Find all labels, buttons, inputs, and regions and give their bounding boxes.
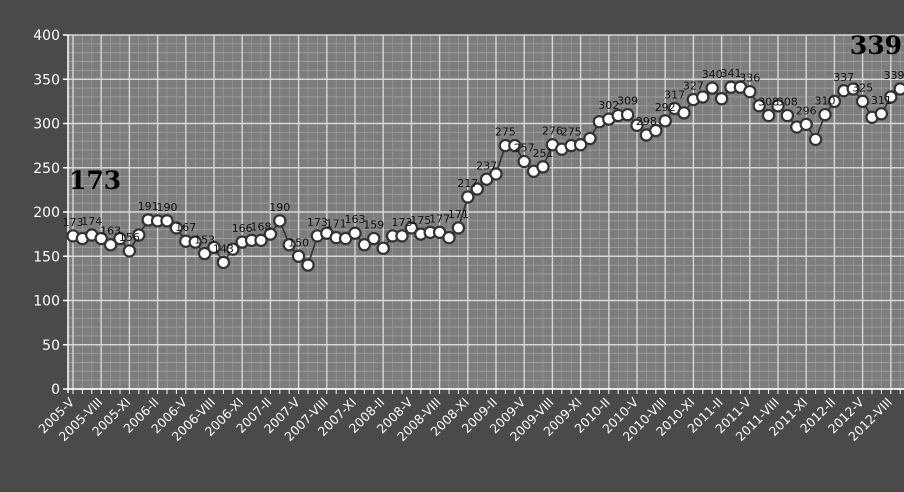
data-point xyxy=(810,134,821,145)
y-tick-label: 400 xyxy=(33,28,60,44)
data-point xyxy=(462,191,473,202)
data-point xyxy=(218,257,229,268)
y-tick-label: 200 xyxy=(33,205,60,221)
data-point xyxy=(293,251,304,262)
data-point xyxy=(443,232,454,243)
y-tick-label: 250 xyxy=(33,161,60,177)
data-point xyxy=(396,230,407,241)
data-point xyxy=(857,96,868,107)
data-label: 171 xyxy=(448,208,469,221)
y-tick-label: 100 xyxy=(33,294,60,310)
data-label: 251 xyxy=(533,147,554,160)
data-label: 159 xyxy=(363,219,384,232)
y-tick-label: 0 xyxy=(51,382,60,398)
data-point xyxy=(660,115,671,126)
data-label: 298 xyxy=(636,115,657,128)
data-label: 309 xyxy=(617,95,638,108)
data-point xyxy=(801,119,812,130)
data-point xyxy=(537,161,548,172)
data-label: 275 xyxy=(561,126,582,139)
data-label: 150 xyxy=(288,236,309,249)
data-point xyxy=(274,215,285,226)
data-label: 310 xyxy=(815,95,836,108)
data-point xyxy=(124,245,135,256)
data-point xyxy=(302,260,313,271)
y-tick-label: 300 xyxy=(33,117,60,133)
data-label: 237 xyxy=(476,159,497,172)
data-label: 190 xyxy=(269,201,290,214)
y-tick-label: 50 xyxy=(42,338,60,354)
data-point xyxy=(744,86,755,97)
data-label: 167 xyxy=(175,221,196,234)
data-point xyxy=(716,93,727,104)
data-label: 311 xyxy=(871,94,892,107)
annotation-label: 339 xyxy=(850,31,902,60)
data-point xyxy=(763,110,774,121)
data-point xyxy=(697,91,708,102)
data-point xyxy=(453,222,464,233)
data-point xyxy=(349,228,360,239)
data-point xyxy=(782,110,793,121)
data-label: 339 xyxy=(884,69,904,82)
y-tick-label: 150 xyxy=(33,249,60,265)
data-point xyxy=(519,156,530,167)
data-point xyxy=(876,108,887,119)
data-point xyxy=(584,133,595,144)
data-point xyxy=(678,107,689,118)
data-label: 190 xyxy=(157,201,178,214)
data-label: 327 xyxy=(683,80,704,93)
data-point xyxy=(819,109,830,120)
data-point xyxy=(895,83,904,94)
x-axis: 2005-V2005-VIII2005-XI2006-II2006-V2006-… xyxy=(35,389,904,444)
data-point xyxy=(622,109,633,120)
data-label: 336 xyxy=(739,72,760,85)
annotation-label: 173 xyxy=(69,166,121,195)
data-label: 156 xyxy=(119,231,140,244)
data-point xyxy=(707,83,718,94)
data-label: 168 xyxy=(251,220,272,233)
data-label: 275 xyxy=(495,126,516,139)
data-label: 143 xyxy=(213,242,234,255)
y-tick-label: 350 xyxy=(33,72,60,88)
data-label: 325 xyxy=(852,81,873,94)
data-label: 292 xyxy=(655,101,676,114)
data-point xyxy=(378,243,389,254)
data-label: 217 xyxy=(457,177,478,190)
y-axis: 0 50 100 150 200 250 300 350 400 xyxy=(33,28,68,398)
data-point xyxy=(368,233,379,244)
